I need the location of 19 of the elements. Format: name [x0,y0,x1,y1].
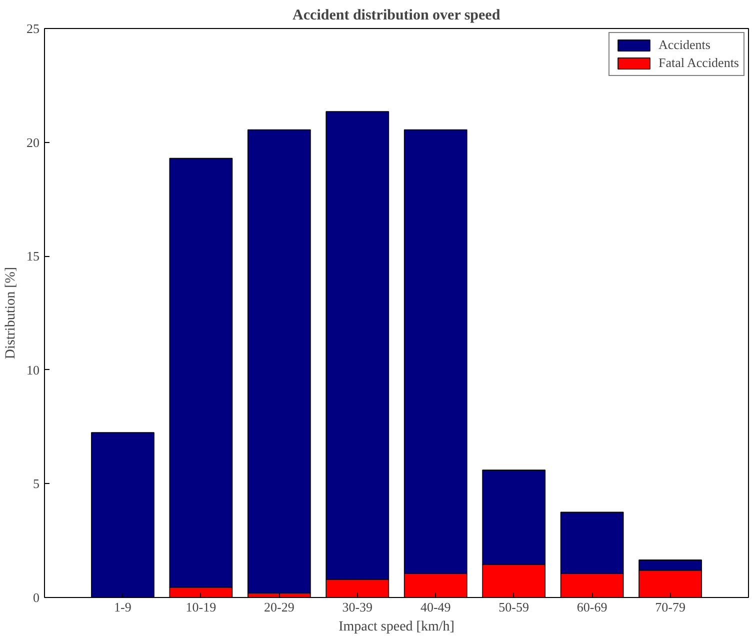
y-tick-label: 25 [26,21,40,36]
chart-title: Accident distribution over speed [292,8,501,24]
y-tick-label: 15 [26,248,40,264]
y-tick-label: 10 [26,362,40,378]
x-tick-label: 40-49 [420,600,451,614]
legend-label: Fatal Accidents [658,55,739,71]
y-tick-label: 20 [26,134,40,150]
x-tick-label: 50-59 [498,600,530,614]
y-tick-label: 0 [33,590,40,605]
y-tick-label: 5 [33,476,40,492]
x-tick-label: 70-79 [655,600,686,614]
legend-label: Accidents [658,37,710,53]
x-tick-label: 20-29 [264,600,294,614]
x-tick-label: 1-9 [114,600,132,614]
x-axis-title: Impact speed [km/h] [338,620,454,634]
x-tick-label: 30-39 [342,600,373,614]
x-tick-label: 10-19 [186,600,216,614]
y-axis-title: Distribution [%] [4,266,18,360]
x-tick-label: 60-69 [576,600,608,614]
